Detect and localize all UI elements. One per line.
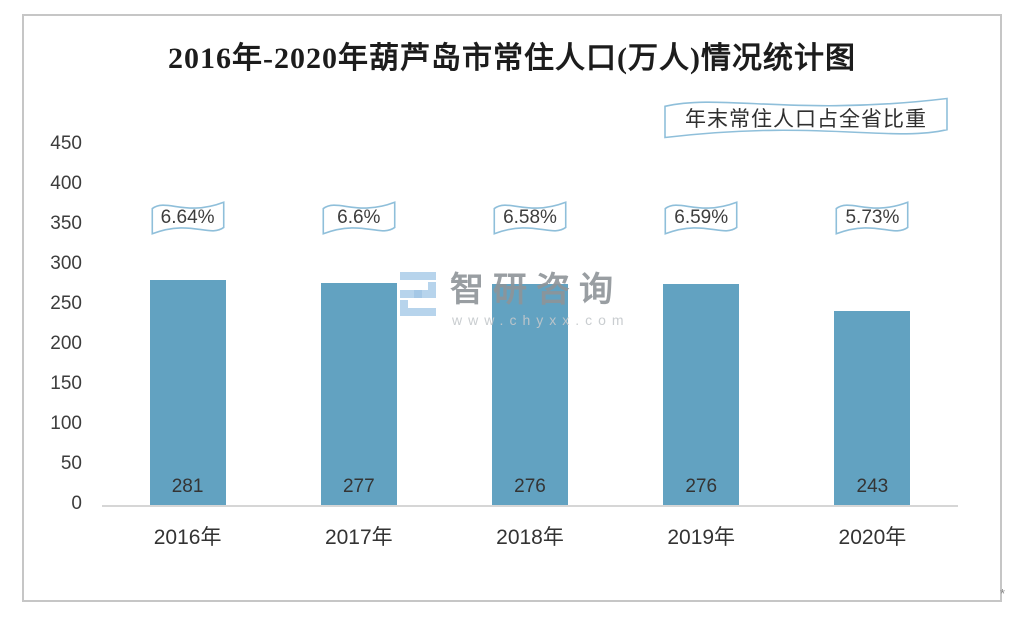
chart-title: 2016年-2020年葫芦岛市常住人口(万人)情况统计图 <box>168 42 856 75</box>
bar-column: 5.73% 243 2020年 <box>787 145 958 549</box>
percent-callout: 6.6% <box>321 197 397 239</box>
bar-value-label: 243 <box>856 476 889 497</box>
watermark-text-block: 智研咨询 www.chyxx.com <box>450 270 630 328</box>
y-axis-tick-label: 100 <box>50 413 82 434</box>
percent-label: 6.64% <box>160 207 215 228</box>
percent-label: 6.59% <box>674 207 729 228</box>
plot-area: 6.64% 281 2016年 6.6% 277 2017年 6.58% 276 2018年 6.… <box>102 145 958 549</box>
percent-label: 6.6% <box>337 207 381 228</box>
bar: 276 <box>492 284 568 505</box>
y-axis-tick-label: 200 <box>50 333 82 354</box>
y-axis-tick-label: 400 <box>50 173 82 194</box>
bar-column: 6.59% 276 2019年 <box>616 145 787 549</box>
wave-border-icon <box>492 197 568 239</box>
y-axis-tick-label: 300 <box>50 253 82 274</box>
wave-border-icon <box>834 197 910 239</box>
chart-frame <box>22 14 1002 602</box>
bar-value-label: 281 <box>171 476 204 497</box>
watermark-url: www.chyxx.com <box>452 312 630 328</box>
x-axis-label: 2020年 <box>838 526 907 549</box>
y-axis-tick-label: 150 <box>50 373 82 394</box>
x-axis-label: 2019年 <box>667 526 736 549</box>
percent-callout: 5.73% <box>834 197 910 239</box>
wave-border-icon <box>656 92 956 144</box>
wave-border-icon <box>321 197 397 239</box>
bar: 276 <box>663 284 740 505</box>
x-axis-label: 2018年 <box>496 526 564 549</box>
bar-value-label: 276 <box>685 476 718 497</box>
bar-column: 6.64% 281 2016年 <box>102 145 273 549</box>
y-axis-tick-label: 250 <box>50 293 82 314</box>
watermark-logo-icon <box>400 272 436 316</box>
bar: 243 <box>834 310 911 505</box>
bar: 277 <box>320 283 397 505</box>
watermark: 智研咨询 www.chyxx.com <box>396 270 630 328</box>
bar-column: 6.58% 276 2018年 <box>444 145 615 549</box>
legend-wave-box: 年末常住人口占全省比重 <box>656 92 956 144</box>
percent-label: 6.58% <box>503 207 557 228</box>
y-axis-tick-label: 0 <box>71 493 82 514</box>
percent-callout: 6.59% <box>663 197 739 239</box>
bar-value-label: 276 <box>514 476 546 497</box>
bar-value-label: 277 <box>342 476 375 497</box>
corner-artifact: * <box>1000 586 1006 601</box>
bar-column: 6.6% 277 2017年 <box>273 145 444 549</box>
x-axis-label: 2017年 <box>324 526 393 549</box>
wave-border-icon <box>663 197 739 239</box>
percent-callout: 6.58% <box>492 197 568 239</box>
legend-label: 年末常住人口占全省比重 <box>685 108 927 131</box>
y-axis-tick-label: 450 <box>50 133 82 154</box>
y-axis: 0 50 100 150 200 250 300 350 400 450 <box>24 131 82 523</box>
wave-border-icon <box>150 197 226 239</box>
percent-callout: 6.64% <box>150 197 226 239</box>
y-axis-tick-label: 50 <box>60 453 82 474</box>
y-axis-tick-label: 350 <box>50 213 82 234</box>
percent-label: 5.73% <box>845 207 900 228</box>
bar-columns: 6.64% 281 2016年 6.6% 277 2017年 6.58% 276 2018年 6.… <box>102 145 958 549</box>
bar: 281 <box>149 280 226 505</box>
x-axis-label: 2016年 <box>153 526 222 549</box>
watermark-brand: 智研咨询 <box>450 271 622 309</box>
